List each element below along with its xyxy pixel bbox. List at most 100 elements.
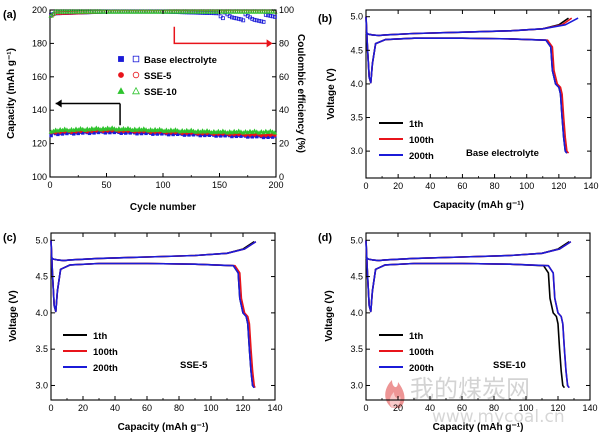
data-point	[231, 128, 237, 134]
y-tick-label: 5.0	[350, 235, 363, 245]
data-point	[100, 125, 106, 131]
legend-marker-filled	[117, 87, 125, 94]
x-tick-label: 200	[268, 180, 283, 190]
series-line-100th-discharge	[50, 240, 256, 388]
series-line-1th-charge	[365, 17, 569, 37]
watermark-chinese: 我的煤炭网	[410, 375, 530, 403]
data-point	[116, 126, 122, 131]
data-point	[267, 128, 273, 133]
y2-axis-title: Coulombic efficiency (%)	[295, 34, 306, 153]
left-arrow-head-icon	[55, 99, 62, 108]
series-line-100th-charge	[50, 241, 257, 262]
x-axis-title: Capacity (mAh g⁻¹)	[433, 200, 524, 211]
data-point	[109, 125, 115, 130]
x-tick-label: 50	[101, 180, 111, 190]
data-point	[53, 127, 59, 132]
data-point	[254, 129, 260, 134]
series-line-200th-discharge	[365, 240, 570, 389]
data-point	[188, 127, 194, 132]
panel-label: (c)	[3, 232, 17, 244]
y-tick-label: 4.5	[35, 272, 48, 282]
y-tick-label: 160	[32, 72, 47, 82]
data-point	[222, 129, 228, 134]
data-point	[168, 127, 174, 132]
x-tick-label: 40	[425, 403, 435, 413]
data-point	[263, 128, 269, 134]
x-axis-title: Capacity (mAh g⁻¹)	[118, 422, 209, 433]
x-tick-label: 20	[78, 403, 88, 413]
legend-label: 200th	[93, 363, 118, 374]
data-point	[173, 127, 178, 132]
data-point	[121, 125, 126, 131]
x-tick-label: 0	[47, 180, 52, 190]
legend-label: 100th	[93, 347, 118, 358]
y2-tick-label: 20	[279, 139, 289, 149]
data-point	[148, 127, 153, 132]
y-tick-label: 4.0	[35, 308, 48, 318]
data-point	[191, 128, 196, 133]
data-point	[243, 129, 248, 134]
x-tick-label: 40	[425, 181, 435, 191]
data-point	[84, 126, 90, 131]
y-tick-label: 180	[32, 38, 47, 48]
legend-marker-open	[132, 86, 140, 95]
x-tick-label: 140	[582, 403, 597, 413]
legend-label: 100th	[409, 135, 434, 146]
x-axis-title: Capacity (mAh g⁻¹)	[433, 422, 524, 433]
data-point	[125, 125, 131, 131]
legend-label: 1th	[93, 331, 107, 342]
y2-tick-label: 60	[279, 72, 289, 82]
x-tick-label: 150	[212, 180, 227, 190]
series-line-200th-charge	[50, 241, 257, 262]
panel-label: (d)	[318, 232, 332, 244]
legend-label: 200th	[409, 151, 434, 162]
data-point	[238, 129, 244, 134]
data-point	[234, 16, 239, 21]
legend-label: SSE-5	[144, 71, 172, 82]
data-point	[184, 127, 190, 133]
data-point	[157, 126, 163, 131]
series-line-100th-charge	[365, 241, 572, 262]
data-point	[227, 129, 233, 134]
y-axis-title: Capacity (mAh g⁻¹)	[6, 48, 17, 139]
data-point	[136, 126, 142, 131]
data-point	[272, 130, 278, 135]
right-axis-arrow	[173, 26, 267, 45]
data-point	[78, 126, 83, 131]
data-point	[270, 14, 275, 19]
data-point	[261, 19, 266, 24]
series-line-100th-discharge	[365, 240, 570, 389]
data-point	[250, 16, 255, 21]
data-point	[57, 126, 63, 132]
y-tick-label: 5.0	[35, 235, 48, 245]
panel-a: 0 50 100 150 2001001201401601802000204060801…	[3, 5, 306, 213]
data-point	[266, 13, 270, 18]
series-line-1th-discharge	[50, 240, 255, 389]
series-line-200th-discharge	[365, 16, 568, 154]
data-point	[258, 129, 264, 134]
x-tick-label: 140	[583, 181, 598, 191]
data-point	[206, 129, 212, 134]
y-axis-title: Voltage (V)	[326, 68, 337, 119]
data-point	[179, 128, 185, 133]
x-tick-label: 0	[48, 403, 53, 413]
panel-label: (b)	[318, 13, 332, 25]
y-tick-label: 3.0	[350, 380, 363, 390]
data-point	[232, 15, 237, 20]
x-tick-label: 60	[457, 403, 467, 413]
chart-annotation: SSE-5	[180, 360, 208, 371]
data-point	[241, 18, 246, 23]
x-tick-label: 60	[142, 403, 152, 413]
panel-label: (a)	[3, 9, 17, 21]
data-point	[230, 15, 234, 20]
y2-tick-label: 80	[279, 38, 289, 48]
data-point	[270, 129, 276, 134]
series-line-1th-charge	[50, 241, 255, 262]
right-arrow-head-icon	[266, 39, 273, 48]
series-line-100th-discharge	[365, 16, 570, 154]
y-tick-label: 200	[32, 5, 47, 15]
data-point	[220, 16, 225, 21]
series-line-200th-charge	[365, 17, 579, 37]
x-tick-label: 80	[490, 181, 500, 191]
